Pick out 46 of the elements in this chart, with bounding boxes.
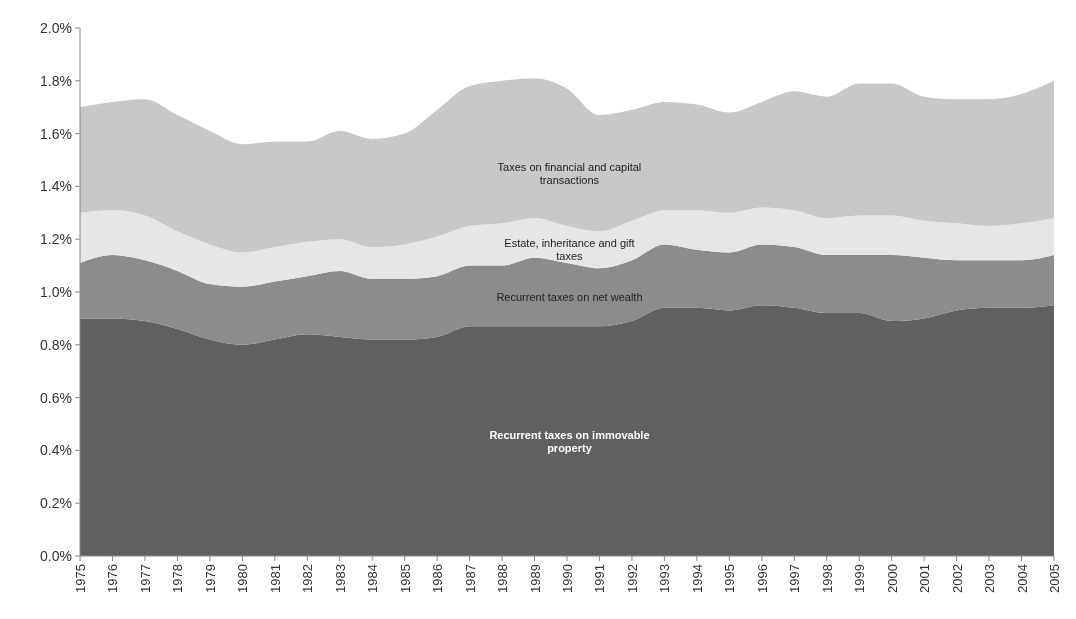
x-tick-label: 2000 [884, 564, 900, 593]
series-label: Taxes on financial and capital transactions [497, 160, 642, 186]
x-tick-label: 1985 [397, 564, 413, 593]
y-tick-label: 0.4% [40, 442, 72, 459]
x-tick-label: 1990 [560, 564, 575, 593]
y-tick-label: 2.0% [40, 20, 72, 36]
y-tick-label: 0.6% [40, 389, 72, 406]
x-tick-label: 2003 [982, 564, 998, 593]
x-tick-label: 1991 [592, 564, 608, 593]
x-tick-label: 2001 [917, 564, 933, 593]
x-tick-label: 1975 [73, 564, 88, 593]
x-tick-label: 1995 [722, 564, 738, 593]
x-tick-label: 1984 [365, 564, 381, 593]
x-tick-label: 1980 [235, 564, 251, 593]
series-label: Recurrent taxes on net wealth [496, 291, 643, 304]
x-tick-label: 1998 [819, 564, 835, 593]
x-tick-label: 1996 [754, 564, 770, 593]
x-tick-label: 1989 [527, 564, 543, 593]
x-tick-label: 2002 [949, 564, 965, 593]
x-tick-label: 1979 [202, 564, 218, 593]
x-tick-label: 1994 [689, 564, 705, 593]
x-tick-label: 1987 [462, 564, 478, 593]
series-label: Estate, inheritance and gift taxes [504, 237, 635, 263]
x-tick-label: 1992 [624, 564, 640, 593]
x-tick-label: 1982 [300, 564, 316, 593]
x-tick-label: 1983 [332, 564, 348, 593]
x-tick-label: 2005 [1047, 564, 1062, 593]
x-tick-label: 1999 [852, 564, 868, 593]
x-tick-label: 1993 [657, 564, 673, 593]
x-tick-label: 2004 [1014, 564, 1030, 593]
y-tick-label: 0.0% [40, 548, 72, 564]
y-tick-label: 1.2% [40, 231, 72, 248]
y-tick-label: 1.6% [40, 125, 72, 142]
x-tick-label: 1978 [170, 564, 186, 593]
x-tick-label: 1988 [495, 564, 511, 593]
x-tick-label: 1981 [267, 564, 283, 593]
x-tick-label: 1997 [787, 564, 803, 593]
x-tick-label: 1977 [137, 564, 153, 593]
y-tick-label: 0.2% [40, 495, 72, 512]
x-tick-label: 1976 [105, 564, 121, 593]
y-tick-label: 1.4% [40, 178, 72, 195]
y-tick-label: 1.0% [40, 284, 72, 300]
y-tick-label: 0.8% [40, 336, 72, 353]
series-label: Recurrent taxes on immovable property [489, 428, 650, 454]
x-tick-label: 1986 [430, 564, 446, 593]
y-tick-label: 1.8% [40, 72, 72, 89]
